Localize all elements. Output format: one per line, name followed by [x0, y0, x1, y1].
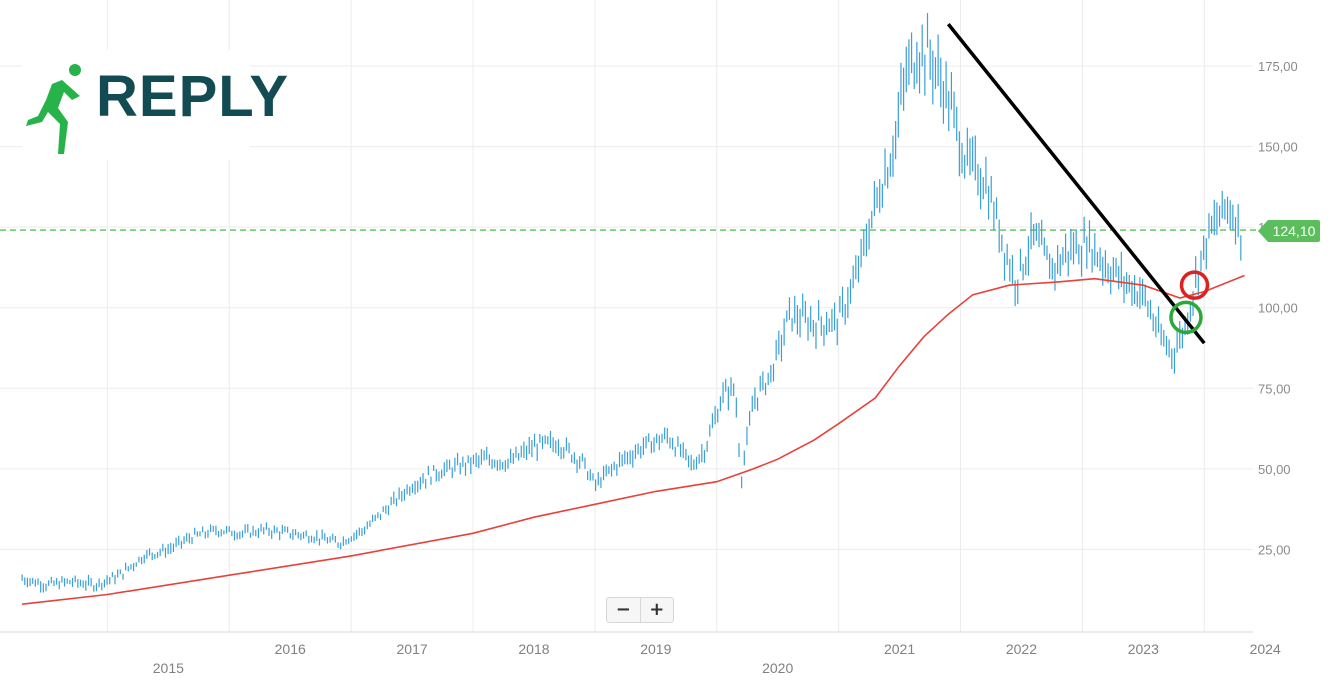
- x-tick-label: 2021: [884, 641, 915, 657]
- y-tick-label: 175,00: [1258, 59, 1298, 74]
- x-tick-label: 2020: [762, 660, 793, 676]
- zoom-divider: [639, 598, 641, 622]
- zoom-in-button[interactable]: +: [641, 598, 674, 622]
- y-tick-label: 25,00: [1258, 542, 1291, 557]
- runner-figure-icon: [26, 64, 81, 154]
- x-tick-label: 2015: [153, 660, 184, 676]
- reply-logo: REPLY: [22, 50, 288, 160]
- x-axis-ticks: 2015 2016 2017 2018 2019 2020 2021 2022 2023 2024: [153, 641, 1281, 676]
- y-tick-label: 50,00: [1258, 462, 1291, 477]
- zoom-out-button[interactable]: −: [607, 598, 640, 622]
- y-tick-label: 100,00: [1258, 301, 1298, 316]
- green-circle-marker: [1169, 300, 1203, 335]
- trendline: [946, 23, 1206, 345]
- x-tick-label: 2019: [640, 641, 671, 657]
- x-tick-label: 2017: [397, 641, 428, 657]
- moving-average-line: [22, 274, 1245, 605]
- y-tick-label: 75,00: [1258, 381, 1291, 396]
- logo-text: REPLY: [96, 64, 290, 129]
- x-tick-label: 2018: [518, 641, 549, 657]
- x-tick-label: 2022: [1006, 641, 1037, 657]
- y-tick-label: 150,00: [1258, 140, 1298, 155]
- x-tick-label: 2023: [1128, 641, 1159, 657]
- zoom-controls: − +: [606, 597, 674, 623]
- last-price-label: 124,10: [1272, 223, 1316, 239]
- badge-shape: [1258, 220, 1320, 242]
- price-bars: [21, 12, 1242, 593]
- last-price-badge: 124,10: [1258, 219, 1320, 243]
- red-circle-marker: [1179, 270, 1210, 300]
- x-tick-label: 2016: [275, 641, 306, 657]
- x-tick-label: 2024: [1250, 641, 1281, 657]
